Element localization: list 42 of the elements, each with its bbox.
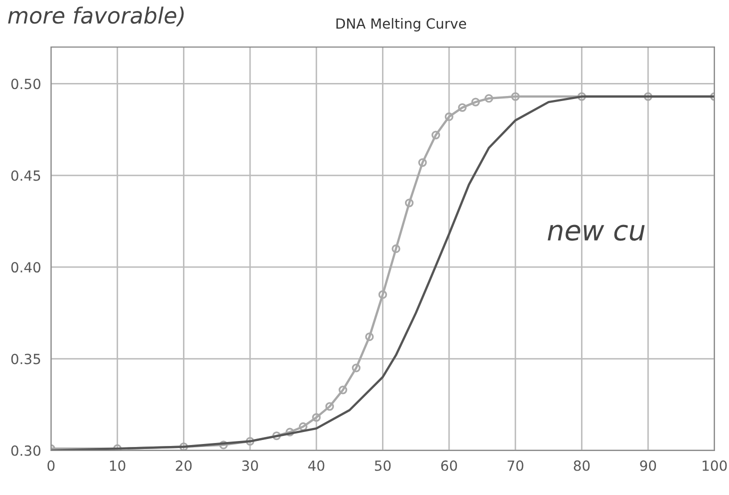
y-tick-label: 0.35 bbox=[11, 354, 40, 364]
chart-title: DNA Melting Curve bbox=[336, 18, 466, 32]
point bbox=[286, 428, 294, 436]
point bbox=[418, 158, 427, 167]
y-tick-label: 0.45 bbox=[11, 170, 40, 181]
point bbox=[272, 431, 281, 440]
x-tick-label: 90 bbox=[640, 460, 656, 471]
x-tick-label: 20 bbox=[176, 460, 192, 471]
point bbox=[511, 92, 520, 101]
text: more favorable) bbox=[8, 6, 184, 26]
x-tick-label: 10 bbox=[110, 460, 126, 471]
point bbox=[458, 103, 467, 112]
point bbox=[471, 98, 480, 106]
point bbox=[378, 290, 388, 299]
x-tick-label: 40 bbox=[308, 460, 324, 471]
x-tick-label: 80 bbox=[574, 460, 590, 471]
point bbox=[431, 130, 440, 140]
point bbox=[246, 436, 254, 446]
point bbox=[179, 442, 188, 450]
point bbox=[644, 92, 652, 101]
x-tick-label: 30 bbox=[242, 460, 258, 471]
point bbox=[352, 364, 360, 372]
y-tick-label: 0.40 bbox=[11, 262, 40, 273]
point bbox=[392, 244, 400, 254]
x-tick-label: 60 bbox=[441, 460, 457, 471]
point bbox=[404, 198, 414, 208]
x-tick-label: 50 bbox=[374, 460, 391, 471]
x-tick-label: 100 bbox=[702, 460, 727, 471]
x-tick-label: 0 bbox=[48, 460, 55, 471]
point bbox=[312, 413, 321, 422]
point bbox=[577, 92, 586, 101]
y-tick-label: 0.50 bbox=[11, 78, 40, 90]
point bbox=[325, 402, 334, 411]
point bbox=[298, 422, 308, 431]
point bbox=[219, 440, 228, 450]
point bbox=[484, 94, 494, 103]
annotation: new cu bbox=[548, 224, 645, 241]
point bbox=[365, 332, 374, 342]
point bbox=[338, 386, 348, 394]
y-tick-label: 0.30 bbox=[11, 445, 40, 456]
point bbox=[444, 112, 454, 122]
x-tick-label: 70 bbox=[508, 460, 524, 471]
